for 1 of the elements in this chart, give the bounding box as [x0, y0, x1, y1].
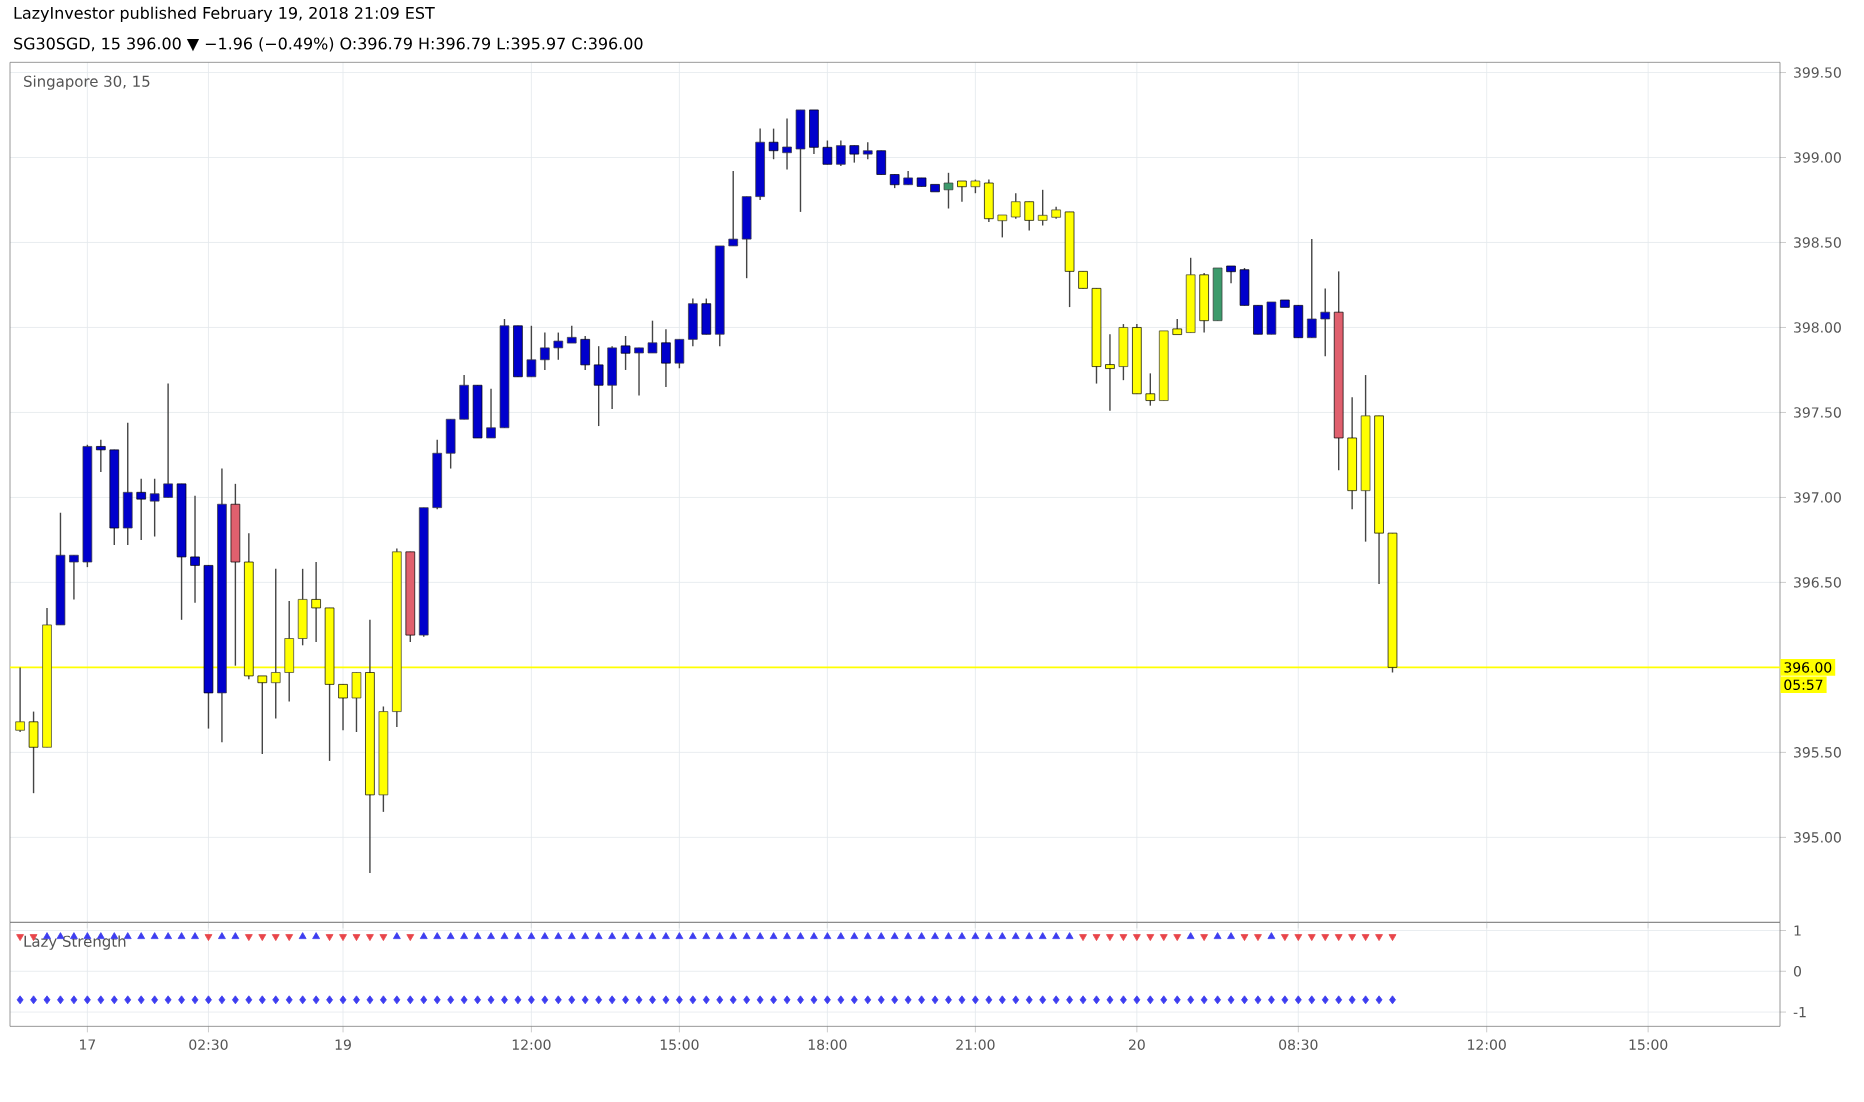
- candlestick: [943, 171, 954, 210]
